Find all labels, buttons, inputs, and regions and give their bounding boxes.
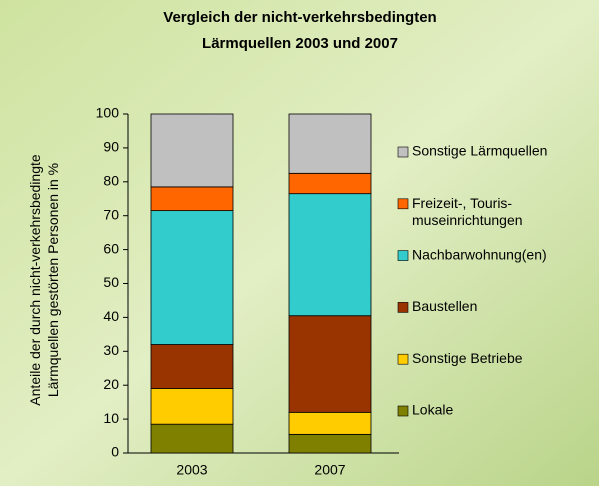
legend-label: Sonstige Betriebe [412,350,523,366]
bar-segment [151,424,233,453]
legend-swatch [398,354,408,364]
legend-label: Baustellen [412,298,477,314]
y-tick-label: 70 [103,206,119,222]
legend-swatch [398,302,408,312]
bar-segment [289,434,371,453]
legend-label: Nachbarwohnung(en) [412,246,547,262]
bar-segment [289,173,371,193]
x-tick-label: 2007 [314,462,345,478]
bar-segment [151,211,233,345]
y-tick-label: 50 [103,274,119,290]
y-tick-label: 0 [111,444,119,460]
bar-segment [151,345,233,389]
legend-swatch [398,199,408,209]
bar-segment [151,187,233,211]
y-tick-label: 20 [103,376,119,392]
legend-label: Sonstige Lärmquellen [412,143,547,159]
y-tick-label: 90 [103,139,119,155]
x-tick-label: 2003 [176,462,207,478]
legend-swatch [398,147,408,157]
y-tick-label: 100 [96,105,120,121]
legend-label: Lokale [412,402,453,418]
y-tick-label: 60 [103,240,119,256]
legend-swatch [398,251,408,261]
y-tick-label: 80 [103,173,119,189]
bar-segment [151,389,233,425]
bar-segment [289,412,371,434]
bar-segment [289,194,371,316]
y-tick-label: 10 [103,410,119,426]
y-tick-label: 40 [103,308,119,324]
y-tick-label: 30 [103,342,119,358]
bar-segment [289,316,371,413]
chart: Vergleich der nicht-verkehrsbedingtenLär… [0,0,599,486]
legend-swatch [398,406,408,416]
bar-segment [289,114,371,173]
bar-segment [151,114,233,187]
legend-label: Freizeit-, Touris-museinrichtungen [412,195,523,228]
